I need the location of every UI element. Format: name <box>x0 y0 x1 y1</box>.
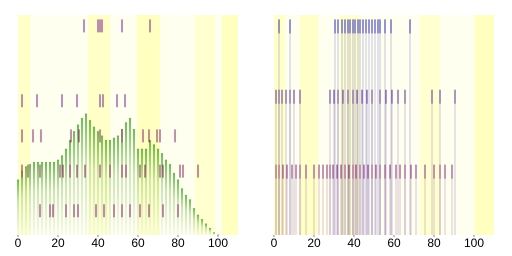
bar <box>85 114 87 235</box>
x-tick-label: 80 <box>427 236 441 250</box>
bar <box>185 195 187 235</box>
x-tick-label: 60 <box>387 236 401 250</box>
bar <box>165 160 167 235</box>
bar <box>93 127 95 235</box>
bar <box>101 136 103 235</box>
bar <box>25 166 27 235</box>
bar <box>81 118 83 235</box>
x-tick-label: 20 <box>51 236 65 250</box>
bar <box>97 131 99 235</box>
bar <box>157 149 159 235</box>
bar <box>57 160 59 235</box>
bar <box>173 173 175 235</box>
x-tick-label: 20 <box>307 236 321 250</box>
bar <box>153 144 155 235</box>
background <box>18 15 494 235</box>
bar <box>149 140 151 235</box>
bar <box>49 162 51 235</box>
bar <box>145 149 147 235</box>
x-tick-label: 40 <box>91 236 105 250</box>
bar <box>141 149 143 235</box>
x-tick-label: 100 <box>208 236 228 250</box>
bar <box>189 199 191 235</box>
x-tick-label: 80 <box>171 236 185 250</box>
bar <box>17 180 19 235</box>
bar <box>21 171 23 235</box>
bar <box>193 208 195 235</box>
bar <box>109 140 111 235</box>
bar <box>117 136 119 235</box>
bar <box>45 162 47 235</box>
bar <box>161 153 163 235</box>
bar <box>213 232 215 235</box>
x-tick-label: 0 <box>271 236 278 250</box>
bar <box>89 120 91 235</box>
bar <box>181 188 183 235</box>
bar <box>33 162 35 235</box>
bar <box>61 155 63 235</box>
bar <box>125 122 127 235</box>
bar <box>77 125 79 235</box>
bar <box>105 140 107 235</box>
bar <box>169 164 171 235</box>
bar <box>113 138 115 235</box>
bar <box>29 164 31 235</box>
x-tick-label: 100 <box>464 236 484 250</box>
bar <box>129 118 131 235</box>
bar <box>69 140 71 235</box>
x-tick-label: 0 <box>15 236 22 250</box>
x-tick-label: 40 <box>347 236 361 250</box>
bar <box>121 129 123 235</box>
bar <box>53 162 55 235</box>
bar <box>41 162 43 235</box>
bar <box>137 149 139 235</box>
bar <box>65 149 67 235</box>
bar <box>73 131 75 235</box>
bar <box>197 215 199 235</box>
bar <box>205 224 207 235</box>
bar <box>209 228 211 235</box>
bar <box>37 162 39 235</box>
bar <box>201 219 203 235</box>
x-tick-label: 60 <box>131 236 145 250</box>
bar <box>133 129 135 235</box>
